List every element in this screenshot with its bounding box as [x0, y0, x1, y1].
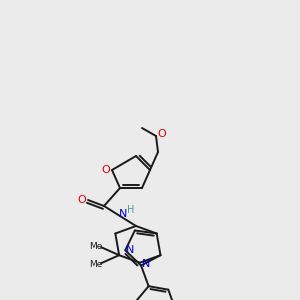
Text: O: O: [78, 195, 86, 205]
Text: N: N: [142, 259, 150, 269]
Text: N: N: [126, 245, 134, 255]
Text: O: O: [102, 165, 110, 175]
Text: N: N: [119, 209, 127, 219]
Text: Me: Me: [89, 260, 103, 269]
Text: Me: Me: [89, 242, 103, 251]
Text: H: H: [127, 205, 135, 215]
Text: O: O: [158, 129, 166, 139]
